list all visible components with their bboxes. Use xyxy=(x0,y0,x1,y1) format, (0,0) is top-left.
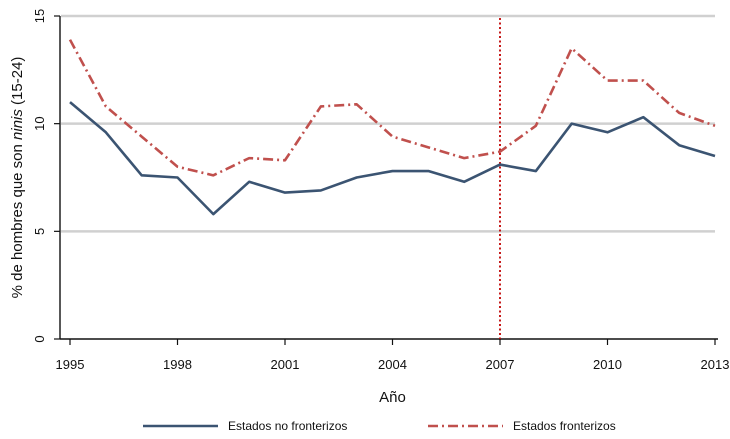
grid-lines xyxy=(61,14,715,233)
y-tick-label-2: 10 xyxy=(32,116,47,130)
y-axis-title-suffix: (15-24) xyxy=(9,57,26,110)
legend: Estados no fronterizos Estados fronterizo… xyxy=(143,419,616,433)
legend-label-1: Estados fronterizos xyxy=(513,419,616,433)
x-tick-label-2: 2001 xyxy=(271,357,300,372)
legend-label-0: Estados no fronterizos xyxy=(228,419,347,433)
x-ticks: 1995 1998 2001 2004 2007 2010 2013 xyxy=(56,339,730,372)
y-axis-title-prefix: % de hombres que son xyxy=(9,140,26,298)
x-tick-label-5: 2010 xyxy=(593,357,622,372)
y-axis-title-italic: ninis xyxy=(9,109,26,140)
x-tick-label-3: 2004 xyxy=(378,357,407,372)
series-line-0 xyxy=(69,101,716,216)
axes xyxy=(59,16,718,340)
y-axis-title: % de hombres que son ninis (15-24) xyxy=(9,57,26,299)
y-tick-label-1: 5 xyxy=(32,228,47,235)
x-axis-title: Año xyxy=(379,389,406,406)
y-ticks: 0 5 10 15 xyxy=(32,9,60,343)
y-tick-label-0: 0 xyxy=(32,335,47,342)
x-tick-label-0: 1995 xyxy=(56,357,85,372)
y-tick-label-3: 15 xyxy=(32,9,47,23)
series-line-1 xyxy=(68,39,716,177)
series-lines xyxy=(68,39,716,216)
x-tick-label-6: 2013 xyxy=(701,357,730,372)
x-tick-label-4: 2007 xyxy=(486,357,515,372)
x-tick-label-1: 1998 xyxy=(163,357,192,372)
